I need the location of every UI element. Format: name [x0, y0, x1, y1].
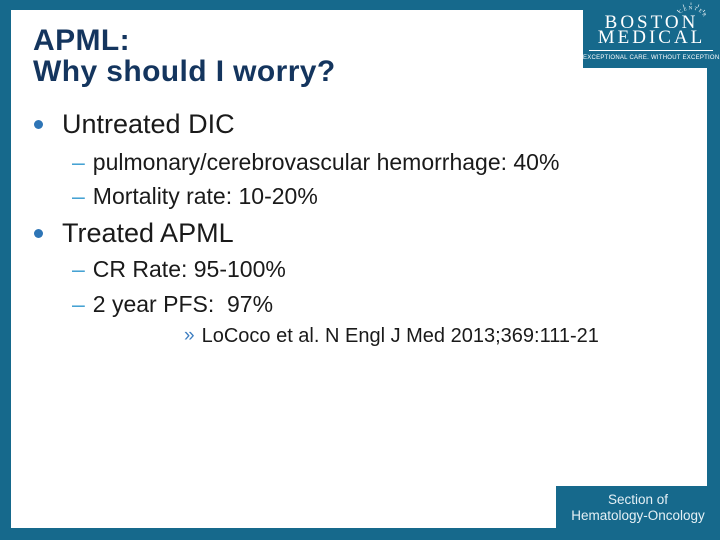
citation-text: LoCoco et al. N Engl J Med 2013;369:111-…	[201, 325, 599, 347]
center-arc-icon: CENTER	[676, 2, 706, 19]
title-line-2: Why should I worry?	[33, 55, 336, 88]
bullet-item-treated-apml: Treated APML	[34, 217, 234, 249]
sub-bullet-text: 2 year PFS: 97%	[92, 291, 274, 317]
sub-bullet-pfs: – 2 year PFS: 97%	[72, 290, 273, 318]
sub-bullet-text: pulmonary/cerebrovascular hemorrhage: 40…	[92, 149, 560, 175]
title-line-1: APML:	[33, 24, 130, 57]
sub-bullet-dash-icon: –	[72, 183, 85, 209]
bottom-border-bar	[0, 528, 720, 540]
left-border-strip	[0, 0, 11, 540]
slide-title: APML: Why should I worry?	[33, 25, 336, 87]
bullet-label: Untreated DIC	[62, 109, 235, 139]
section-footer: Section of Hematology-Oncology	[556, 486, 720, 540]
boston-medical-logo: CENTER BOSTON MEDICAL EXCEPTIONAL CARE. …	[583, 0, 720, 68]
bullet-dot-icon	[34, 120, 43, 129]
top-border-bar	[0, 0, 720, 10]
sub-bullet-text: Mortality rate: 10-20%	[92, 183, 318, 209]
bullet-dot-icon	[34, 229, 43, 238]
bullet-item-untreated-dic: Untreated DIC	[34, 108, 235, 140]
logo-divider-line	[589, 50, 713, 51]
logo-tagline: EXCEPTIONAL CARE. WITHOUT EXCEPTION.	[583, 55, 720, 61]
sub-bullet-text: CR Rate: 95-100%	[92, 256, 286, 282]
sub-bullet-cr-rate: – CR Rate: 95-100%	[72, 255, 286, 283]
citation-chevron-icon: »	[184, 325, 195, 346]
sub-bullet-dash-icon: –	[72, 291, 85, 317]
footer-line-1: Section of	[607, 492, 669, 507]
bullet-label: Treated APML	[62, 218, 234, 248]
sub-bullet-dash-icon: –	[72, 149, 85, 175]
footer-line-2: Hematology-Oncology	[571, 508, 705, 523]
sub-bullet-mortality: – Mortality rate: 10-20%	[72, 182, 318, 210]
logo-medical-text: MEDICAL	[597, 27, 706, 48]
logo-boston-text: BOSTON	[604, 12, 699, 33]
right-border-strip	[707, 0, 720, 540]
sub-bullet-hemorrhage: – pulmonary/cerebrovascular hemorrhage: …	[72, 148, 559, 176]
sub-bullet-dash-icon: –	[72, 256, 85, 282]
citation: » LoCoco et al. N Engl J Med 2013;369:11…	[184, 324, 599, 348]
